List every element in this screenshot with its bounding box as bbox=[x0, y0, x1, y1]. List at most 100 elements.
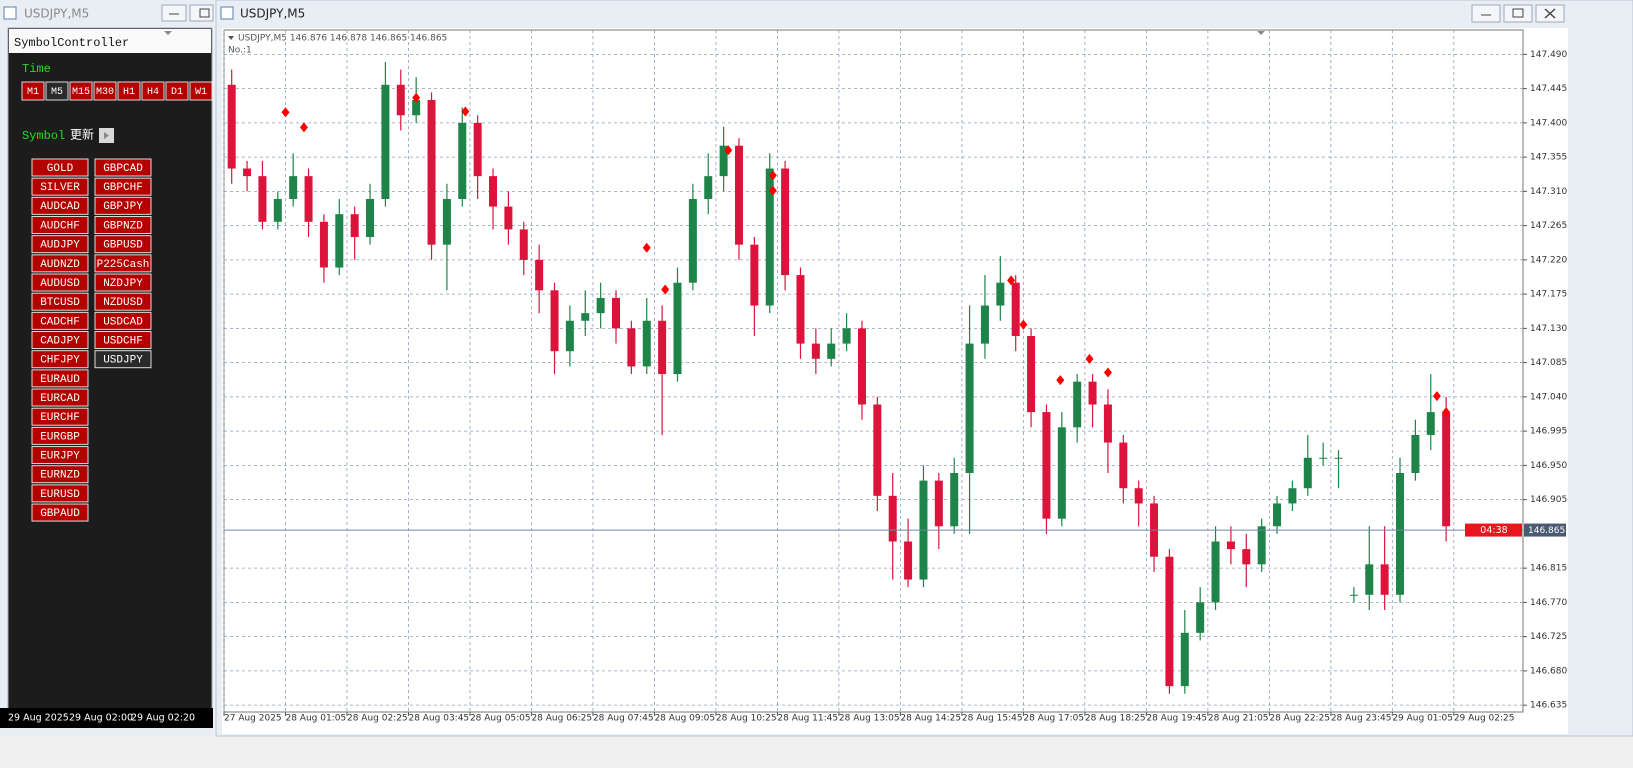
candle-body bbox=[1042, 412, 1051, 519]
chart-area bbox=[222, 28, 1568, 734]
icon bbox=[164, 31, 172, 35]
symbol-label: EURJPY bbox=[40, 450, 80, 462]
candle-body bbox=[1180, 632, 1189, 687]
panel-header bbox=[9, 29, 211, 53]
timeframe-label: M5 bbox=[51, 87, 63, 98]
symbol-button[interactable] bbox=[94, 273, 152, 292]
candle-body bbox=[1426, 412, 1435, 435]
current-price-label: 146.865 bbox=[1528, 526, 1565, 536]
y-tick-label: 146.770 bbox=[1530, 598, 1567, 608]
timeframe-button[interactable] bbox=[93, 81, 117, 101]
symbol-label: GBPNZD bbox=[103, 220, 143, 232]
symbol-button[interactable] bbox=[31, 177, 89, 196]
symbol-label: AUDCHF bbox=[40, 220, 80, 232]
symbol-button[interactable] bbox=[94, 216, 152, 235]
y-tick-label: 147.355 bbox=[1530, 153, 1567, 163]
window-title: USDJPY,M5 bbox=[24, 7, 89, 21]
time-strip bbox=[0, 708, 213, 728]
candle-body bbox=[827, 343, 836, 359]
symbol-button[interactable] bbox=[31, 426, 89, 445]
candle-body bbox=[319, 221, 328, 268]
candle-body bbox=[596, 297, 605, 314]
timeframe-label: H1 bbox=[123, 87, 135, 98]
signal-marker bbox=[1085, 353, 1094, 364]
candle-body bbox=[1273, 503, 1282, 527]
minimize-button[interactable] bbox=[1471, 4, 1501, 23]
x-tick-label: 29 Aug 01:05 bbox=[1392, 714, 1453, 724]
symbol-button[interactable] bbox=[31, 407, 89, 426]
symbol-label: SILVER bbox=[40, 182, 80, 194]
minimize-button[interactable] bbox=[161, 4, 187, 22]
symbol-button[interactable] bbox=[31, 503, 89, 522]
symbol-button[interactable] bbox=[31, 273, 89, 292]
symbol-button[interactable] bbox=[31, 235, 89, 254]
timeframe-label: W1 bbox=[195, 87, 207, 98]
price-label-box bbox=[1524, 523, 1566, 537]
symbol-label: CADCHF bbox=[40, 316, 80, 328]
symbol-button[interactable] bbox=[94, 177, 152, 196]
candle-body bbox=[381, 84, 390, 199]
maximize-button[interactable] bbox=[1503, 4, 1533, 23]
window-icon bbox=[220, 6, 234, 20]
symbol-button[interactable] bbox=[31, 369, 89, 388]
x-tick-label: 28 Aug 23:45 bbox=[1331, 714, 1392, 724]
symbol-label: USDJPY bbox=[103, 355, 143, 367]
left-controls: M1 M5 M15 M30 H1 H4 D1 W1 GOLD SILVER AUDCAD AUDCHF… bbox=[21, 81, 213, 522]
candle-body bbox=[688, 198, 697, 283]
chart-label: No.:1 bbox=[228, 46, 252, 56]
x-tick-label: 28 Aug 15:45 bbox=[962, 714, 1023, 724]
symbol-button[interactable] bbox=[31, 350, 89, 369]
symbol-button[interactable] bbox=[31, 292, 89, 311]
time-label: 29 Aug 02:00 bbox=[69, 713, 133, 724]
countdown-box bbox=[1465, 523, 1522, 537]
symbol-button[interactable] bbox=[94, 254, 152, 273]
candle-body bbox=[412, 100, 421, 116]
symbol-button[interactable] bbox=[94, 350, 152, 369]
timeframe-button[interactable] bbox=[117, 81, 141, 101]
candle-body bbox=[642, 320, 651, 367]
symbol-label: BTCUSD bbox=[40, 297, 80, 309]
y-tick-label: 147.220 bbox=[1530, 255, 1567, 265]
signal-marker bbox=[768, 170, 777, 181]
symbol-button[interactable] bbox=[31, 254, 89, 273]
symbol-button[interactable] bbox=[94, 196, 152, 215]
y-tick-label: 146.995 bbox=[1530, 427, 1567, 437]
timeframe-button[interactable] bbox=[165, 81, 189, 101]
panel-title: SymbolController bbox=[14, 36, 129, 50]
symbol-button[interactable] bbox=[31, 484, 89, 503]
symbol-button[interactable] bbox=[94, 331, 152, 350]
timeframe-label: D1 bbox=[171, 87, 183, 98]
y-tick-label: 147.265 bbox=[1530, 221, 1567, 231]
x-tick-label: 28 Aug 10:25 bbox=[716, 714, 777, 724]
timeframe-button[interactable] bbox=[69, 81, 93, 101]
maximize-button[interactable] bbox=[189, 4, 214, 22]
symbol-button[interactable] bbox=[31, 465, 89, 484]
y-tick-label: 147.175 bbox=[1530, 290, 1567, 300]
symbol-button[interactable] bbox=[94, 158, 152, 177]
symbol-button[interactable] bbox=[31, 446, 89, 465]
symbol-label: GBPCHF bbox=[103, 182, 143, 194]
timeframe-button[interactable] bbox=[141, 81, 165, 101]
symbol-button[interactable] bbox=[31, 216, 89, 235]
x-tick-label: 28 Aug 07:45 bbox=[593, 714, 654, 724]
timeframe-button[interactable] bbox=[45, 81, 69, 101]
candle-body bbox=[1073, 381, 1082, 428]
symbol-button[interactable] bbox=[94, 235, 152, 254]
candle-body bbox=[1088, 381, 1097, 405]
symbol-button[interactable] bbox=[94, 311, 152, 330]
candle-body bbox=[1334, 457, 1343, 459]
timeframe-button[interactable] bbox=[21, 81, 45, 101]
candle-body bbox=[719, 145, 728, 177]
symbol-button[interactable] bbox=[31, 196, 89, 215]
signal-marker bbox=[1432, 391, 1441, 402]
symbol-button[interactable] bbox=[31, 331, 89, 350]
signal-marker bbox=[1056, 375, 1065, 386]
x-tick-label: 28 Aug 19:45 bbox=[1146, 714, 1207, 724]
symbol-label: EURNZD bbox=[40, 470, 80, 482]
timeframe-button[interactable] bbox=[189, 81, 213, 101]
symbol-button[interactable] bbox=[31, 311, 89, 330]
symbol-button[interactable] bbox=[31, 388, 89, 407]
signal-marker bbox=[412, 92, 421, 103]
symbol-button[interactable] bbox=[31, 158, 89, 177]
symbol-button[interactable] bbox=[94, 292, 152, 311]
